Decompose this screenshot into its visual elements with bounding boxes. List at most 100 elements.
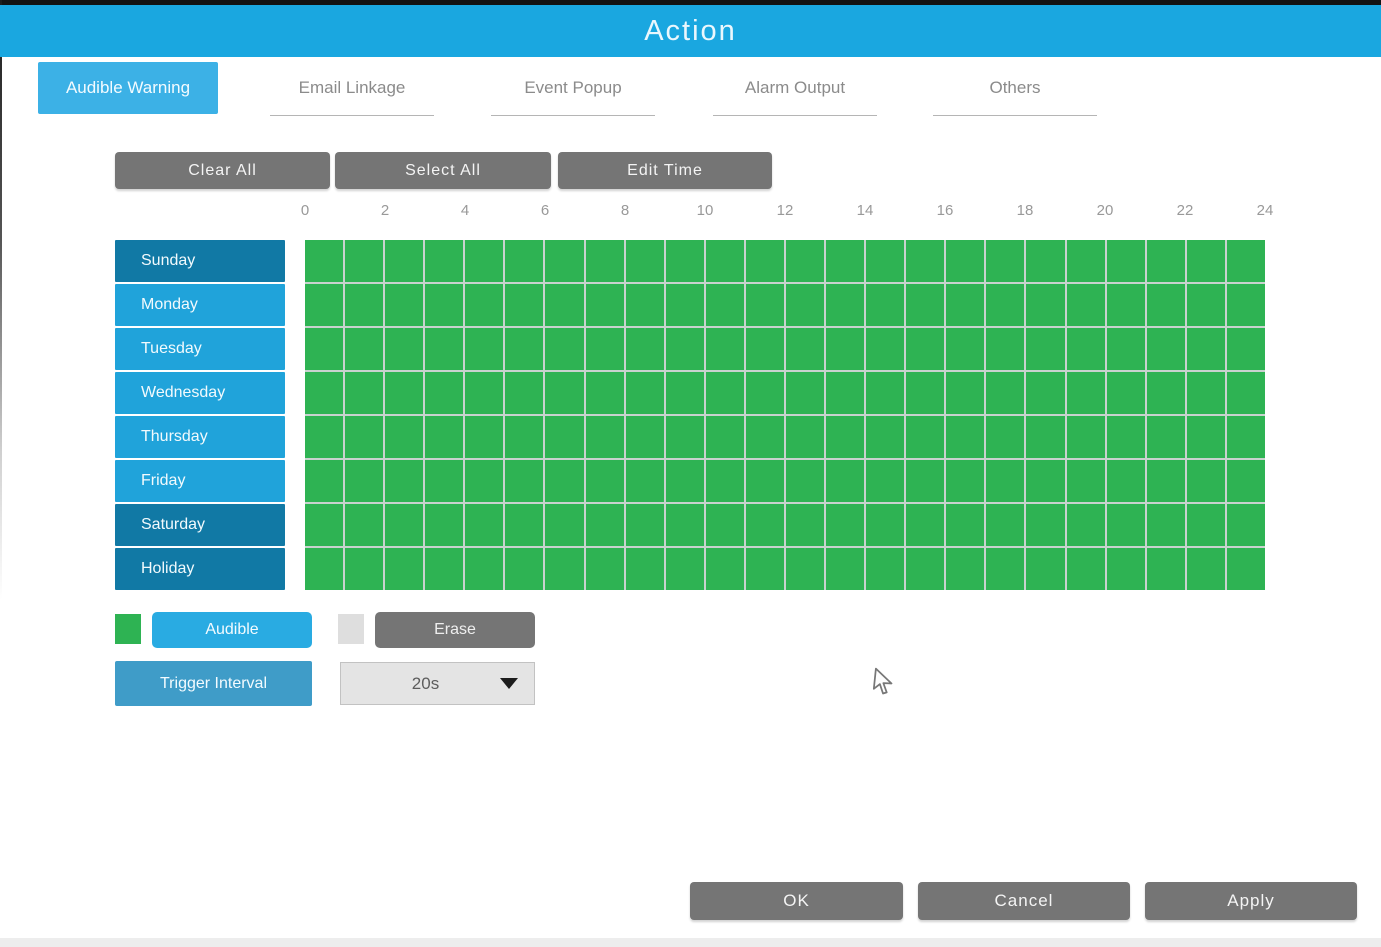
- schedule-cell[interactable]: [785, 460, 825, 502]
- schedule-cell[interactable]: [705, 240, 744, 282]
- schedule-cell[interactable]: [585, 416, 624, 458]
- schedule-cell[interactable]: [1066, 284, 1105, 326]
- schedule-cell[interactable]: [465, 504, 504, 546]
- schedule-cell[interactable]: [946, 504, 985, 546]
- schedule-cell[interactable]: [305, 548, 344, 590]
- schedule-cell[interactable]: [545, 284, 584, 326]
- schedule-cell[interactable]: [986, 372, 1025, 414]
- schedule-cell[interactable]: [665, 240, 704, 282]
- schedule-cell[interactable]: [385, 284, 424, 326]
- tab-audible-warning[interactable]: Audible Warning: [38, 62, 218, 114]
- schedule-cell[interactable]: [1066, 372, 1105, 414]
- apply-button[interactable]: Apply: [1145, 882, 1357, 920]
- schedule-cell[interactable]: [385, 416, 424, 458]
- schedule-cell[interactable]: [826, 504, 865, 546]
- schedule-cell[interactable]: [505, 372, 544, 414]
- day-label-holiday[interactable]: Holiday: [115, 548, 285, 590]
- schedule-cell[interactable]: [345, 328, 384, 370]
- schedule-cell[interactable]: [425, 284, 464, 326]
- schedule-cell[interactable]: [1226, 548, 1265, 590]
- schedule-cell[interactable]: [625, 548, 664, 590]
- schedule-cell[interactable]: [625, 504, 664, 546]
- schedule-cell[interactable]: [305, 284, 344, 326]
- schedule-cell[interactable]: [826, 460, 865, 502]
- select-all-button[interactable]: Select All: [335, 152, 551, 189]
- schedule-cell[interactable]: [826, 284, 865, 326]
- schedule-cell[interactable]: [665, 328, 704, 370]
- schedule-cell[interactable]: [345, 240, 384, 282]
- schedule-cell[interactable]: [665, 548, 704, 590]
- schedule-cell[interactable]: [986, 284, 1025, 326]
- tab-alarm-output[interactable]: Alarm Output: [705, 62, 885, 116]
- schedule-cell[interactable]: [1026, 284, 1065, 326]
- schedule-cell[interactable]: [545, 372, 584, 414]
- schedule-cell[interactable]: [425, 328, 464, 370]
- schedule-cell[interactable]: [625, 372, 664, 414]
- schedule-cell[interactable]: [1226, 504, 1265, 546]
- schedule-cell[interactable]: [1146, 460, 1185, 502]
- schedule-cell[interactable]: [505, 504, 544, 546]
- schedule-cell[interactable]: [1186, 460, 1225, 502]
- schedule-cell[interactable]: [1026, 504, 1065, 546]
- schedule-cell[interactable]: [665, 284, 704, 326]
- schedule-cell[interactable]: [1226, 240, 1265, 282]
- schedule-cell[interactable]: [1106, 548, 1145, 590]
- schedule-cell[interactable]: [465, 240, 504, 282]
- schedule-cell[interactable]: [1186, 504, 1225, 546]
- schedule-cell[interactable]: [946, 328, 985, 370]
- schedule-cell[interactable]: [986, 548, 1025, 590]
- schedule-cell[interactable]: [906, 240, 945, 282]
- schedule-cell[interactable]: [585, 284, 624, 326]
- schedule-cell[interactable]: [705, 548, 744, 590]
- tab-email-linkage[interactable]: Email Linkage: [262, 62, 442, 116]
- schedule-cell[interactable]: [986, 504, 1025, 546]
- schedule-cell[interactable]: [705, 416, 744, 458]
- day-label-wednesday[interactable]: Wednesday: [115, 372, 285, 414]
- schedule-cell[interactable]: [625, 240, 664, 282]
- schedule-cell[interactable]: [1106, 284, 1145, 326]
- day-label-monday[interactable]: Monday: [115, 284, 285, 326]
- schedule-cell[interactable]: [625, 416, 664, 458]
- day-label-sunday[interactable]: Sunday: [115, 240, 285, 282]
- schedule-cell[interactable]: [1186, 416, 1225, 458]
- schedule-cell[interactable]: [866, 328, 905, 370]
- tab-event-popup[interactable]: Event Popup: [483, 62, 663, 116]
- schedule-cell[interactable]: [906, 328, 945, 370]
- schedule-cell[interactable]: [745, 416, 784, 458]
- schedule-cell[interactable]: [826, 548, 865, 590]
- schedule-cell[interactable]: [1146, 328, 1185, 370]
- audible-mode-button[interactable]: Audible: [152, 612, 312, 648]
- schedule-cell[interactable]: [305, 328, 344, 370]
- schedule-cell[interactable]: [866, 548, 905, 590]
- schedule-cell[interactable]: [345, 416, 384, 458]
- schedule-cell[interactable]: [345, 548, 384, 590]
- schedule-cell[interactable]: [745, 284, 784, 326]
- schedule-cell[interactable]: [625, 284, 664, 326]
- schedule-cell[interactable]: [826, 372, 865, 414]
- schedule-grid[interactable]: [305, 240, 1265, 590]
- schedule-cell[interactable]: [585, 328, 624, 370]
- schedule-cell[interactable]: [585, 372, 624, 414]
- schedule-cell[interactable]: [1146, 372, 1185, 414]
- schedule-cell[interactable]: [625, 328, 664, 370]
- schedule-cell[interactable]: [1146, 240, 1185, 282]
- schedule-cell[interactable]: [385, 548, 424, 590]
- schedule-cell[interactable]: [906, 284, 945, 326]
- erase-mode-button[interactable]: Erase: [375, 612, 535, 648]
- schedule-cell[interactable]: [545, 548, 584, 590]
- schedule-cell[interactable]: [545, 416, 584, 458]
- schedule-cell[interactable]: [1146, 284, 1185, 326]
- schedule-cell[interactable]: [305, 240, 344, 282]
- schedule-cell[interactable]: [585, 460, 624, 502]
- schedule-cell[interactable]: [986, 460, 1025, 502]
- schedule-cell[interactable]: [946, 240, 985, 282]
- schedule-cell[interactable]: [1026, 328, 1065, 370]
- schedule-cell[interactable]: [465, 460, 504, 502]
- schedule-cell[interactable]: [1226, 328, 1265, 370]
- schedule-cell[interactable]: [785, 504, 825, 546]
- schedule-cell[interactable]: [305, 504, 344, 546]
- schedule-cell[interactable]: [345, 460, 384, 502]
- schedule-cell[interactable]: [385, 240, 424, 282]
- schedule-cell[interactable]: [866, 504, 905, 546]
- schedule-cell[interactable]: [1066, 328, 1105, 370]
